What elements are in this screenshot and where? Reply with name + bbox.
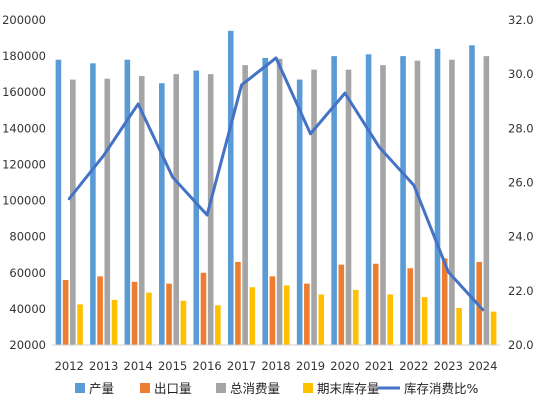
bar-2023-0 — [434, 48, 441, 345]
axes-layer: 20000 40000 60000 80000 100000 120000 140000 16… — [2, 13, 534, 373]
bar-2021-2 — [380, 65, 386, 345]
bar-2019-2 — [311, 69, 317, 346]
bar-2019-1 — [304, 283, 310, 345]
bar-2014-0 — [124, 59, 131, 345]
x-tick-label: 2020 — [330, 359, 359, 373]
bar-2013-3 — [111, 299, 118, 345]
x-tick-label: 2014 — [124, 359, 153, 373]
y-right-tick-label: 26.0 — [508, 176, 534, 190]
legend-label-2: 总消费量 — [230, 381, 280, 396]
bar-2019-3 — [318, 294, 325, 345]
bar-2012-3 — [77, 304, 83, 346]
y-left-tick-label: 20000 — [9, 338, 46, 352]
y-left-tick-label: 100000 — [2, 194, 46, 208]
bar-2013-1 — [97, 276, 103, 345]
bar-2013-0 — [90, 63, 96, 345]
bar-2022-2 — [414, 60, 421, 346]
bar-2017-1 — [235, 261, 241, 345]
y-left-tick-label: 40000 — [9, 302, 46, 316]
x-tick-label: 2024 — [468, 359, 497, 373]
bar-2015-0 — [159, 83, 165, 345]
y-left-tick-label: 120000 — [2, 157, 46, 171]
line-series-0 — [67, 56, 485, 312]
bar-2020-2 — [345, 69, 352, 346]
bar-2012-2 — [70, 79, 76, 345]
x-tick-label: 2015 — [158, 359, 187, 373]
bar-2020-0 — [331, 56, 337, 346]
bar-2015-3 — [180, 300, 187, 345]
bar-2022-3 — [421, 297, 428, 345]
bar-2017-3 — [249, 287, 256, 345]
bar-2021-1 — [372, 263, 379, 345]
bar-2024-3 — [490, 311, 497, 345]
bar-2017-0 — [227, 30, 234, 346]
x-tick-label: 2016 — [192, 359, 221, 373]
legend: 产量 出口量 总消费量 期末库存量 库存消费比% — [75, 381, 479, 396]
legend-label-4: 库存消费比% — [404, 381, 479, 396]
y-right-tick-label: 24.0 — [508, 230, 534, 244]
bar-2014-2 — [138, 75, 145, 345]
bar-layer — [55, 30, 497, 346]
x-tick-label: 2022 — [399, 359, 428, 373]
bar-2016-2 — [207, 74, 214, 346]
bar-2018-3 — [284, 285, 290, 345]
legend-swatch-3 — [303, 383, 313, 393]
bar-2018-0 — [262, 57, 268, 346]
x-tick-label: 2023 — [434, 359, 463, 373]
legend-label-3: 期末库存量 — [317, 381, 380, 396]
bar-2017-2 — [242, 65, 248, 345]
bar-2012-0 — [55, 59, 62, 345]
bar-2023-2 — [449, 59, 455, 345]
x-tick-label: 2019 — [296, 359, 325, 373]
legend-swatch-1 — [140, 383, 150, 393]
bar-2016-1 — [200, 272, 207, 345]
bar-2024-1 — [476, 261, 482, 345]
bar-2020-3 — [352, 289, 359, 345]
y-left-tick-label: 140000 — [2, 121, 46, 135]
line-layer — [67, 56, 485, 312]
x-tick-label: 2021 — [365, 359, 394, 373]
y-right-tick-label: 20.0 — [508, 338, 534, 352]
y-left-tick-label: 160000 — [2, 85, 46, 99]
bar-2014-1 — [131, 281, 138, 345]
y-left-tick-label: 200000 — [2, 13, 46, 27]
bar-2024-2 — [483, 56, 490, 346]
bar-2023-1 — [441, 258, 448, 345]
bar-2012-1 — [62, 280, 69, 345]
y-left-tick-label: 80000 — [9, 230, 46, 244]
bar-2016-0 — [193, 70, 200, 345]
bar-2021-3 — [387, 294, 393, 345]
x-tick-label: 2012 — [55, 359, 84, 373]
bar-2023-3 — [456, 307, 462, 345]
bar-2015-2 — [173, 74, 180, 346]
bar-2024-0 — [469, 45, 475, 345]
bar-2018-2 — [276, 58, 283, 345]
y-right-tick-label: 32.0 — [508, 13, 534, 27]
x-tick-label: 2018 — [261, 359, 290, 373]
y-left-tick-label: 180000 — [2, 49, 46, 63]
x-tick-label: 2013 — [89, 359, 118, 373]
bar-2022-0 — [400, 56, 406, 346]
y-right-tick-label: 28.0 — [508, 121, 534, 135]
bar-2013-2 — [104, 78, 111, 346]
legend-swatch-2 — [216, 383, 226, 393]
bar-2014-3 — [146, 292, 152, 345]
bar-2022-1 — [407, 268, 414, 345]
bar-2021-0 — [365, 54, 372, 346]
bar-2016-3 — [215, 305, 221, 345]
x-tick-label: 2017 — [227, 359, 256, 373]
y-left-tick-label: 60000 — [9, 266, 46, 280]
bar-2015-1 — [166, 283, 172, 345]
bar-2020-1 — [338, 264, 345, 345]
bar-2019-0 — [296, 79, 303, 345]
legend-label-0: 产量 — [89, 381, 114, 396]
legend-label-1: 出口量 — [154, 381, 192, 396]
legend-swatch-0 — [75, 383, 85, 393]
y-right-tick-label: 30.0 — [508, 67, 534, 81]
y-right-tick-label: 22.0 — [508, 284, 534, 298]
bar-2018-1 — [269, 276, 276, 345]
